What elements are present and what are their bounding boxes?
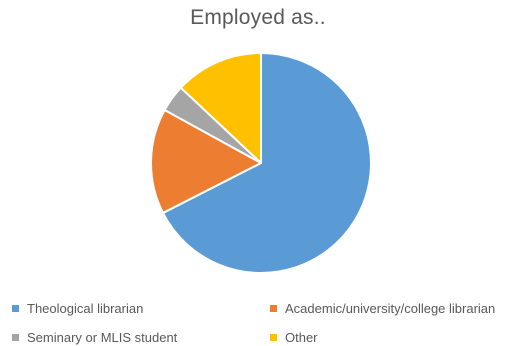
legend-swatch [12,305,19,312]
legend-label: Academic/university/college librarian [285,301,496,316]
pie-slice-other [179,52,262,164]
legend-label: Theological librarian [27,301,144,316]
pie-slice-academic-librarian [150,109,262,214]
pie-slice-theological-librarian [161,52,372,274]
chart-title: Employed as.. [190,6,326,29]
legend-item-other: Other [270,330,318,345]
legend-item-student: Seminary or MLIS student [12,330,177,345]
legend-swatch [270,334,277,341]
legend-swatch [270,305,277,312]
legend-label: Other [285,330,318,345]
legend-label: Seminary or MLIS student [27,330,178,345]
legend-item-theological-librarian: Theological librarian [12,301,143,316]
legend-swatch [12,334,19,341]
legend-item-academic-librarian: Academic/university/college librarian [270,301,495,316]
